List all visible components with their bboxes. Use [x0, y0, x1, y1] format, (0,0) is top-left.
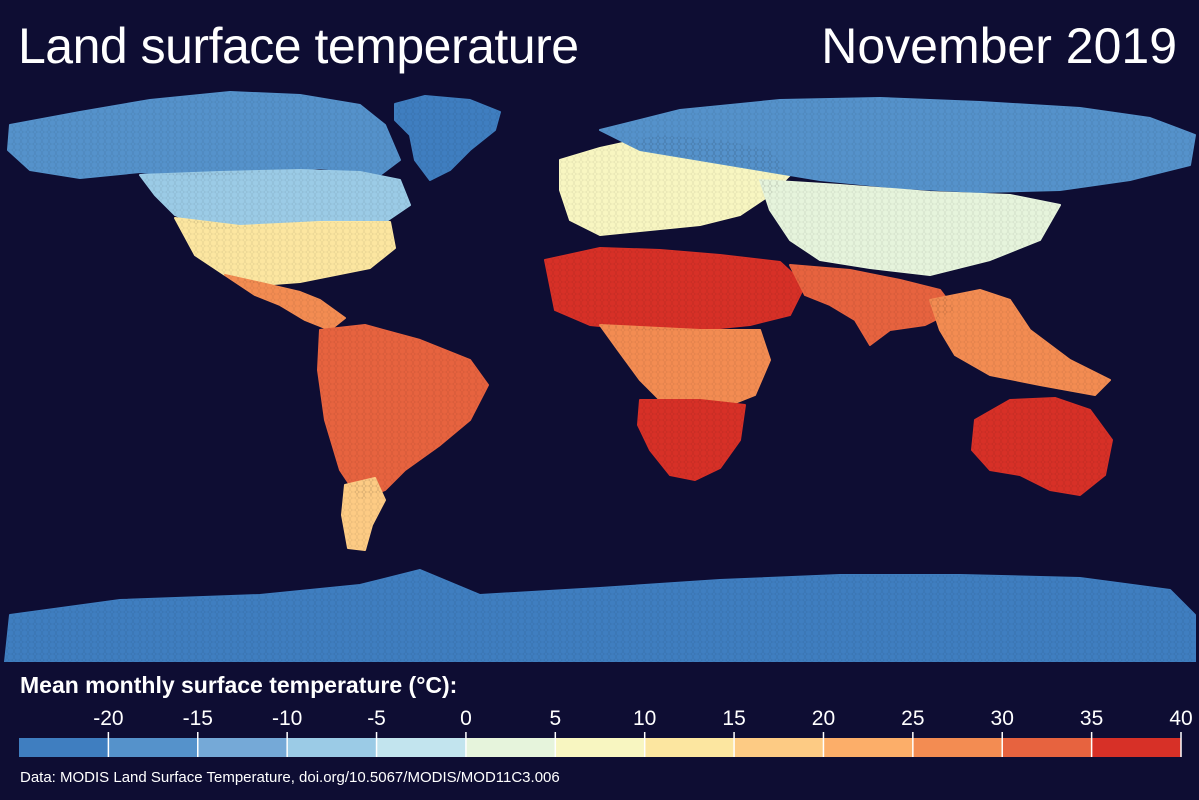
legend-color-swatch [1002, 738, 1093, 757]
legend-color-swatch [644, 738, 735, 757]
color-legend: -20 -15 -10 -5 0 5 10 15 20 25 30 35 40 [19, 707, 1193, 757]
legend-tick-label: 0 [460, 707, 472, 730]
legend-tick-label: -5 [367, 707, 386, 730]
legend-tick-label: 40 [1169, 707, 1192, 730]
region-texture [760, 180, 1060, 275]
legend-color-swatch [912, 738, 1003, 757]
region-texture [930, 290, 1110, 395]
legend-tick-labels: -20 -15 -10 -5 0 5 10 15 20 25 30 35 40 [93, 707, 1192, 730]
map-period: November 2019 [821, 18, 1177, 74]
legend-tick-label: -10 [272, 707, 302, 730]
region-texture [638, 400, 745, 480]
legend-tick-label: 5 [549, 707, 561, 730]
region-texture [140, 170, 410, 230]
legend-tick-label: -15 [183, 707, 213, 730]
legend-color-swatch [197, 738, 288, 757]
region-texture [545, 248, 805, 330]
legend-color-bar [19, 732, 1182, 757]
region-texture [318, 325, 488, 500]
land-layer [4, 91, 1196, 662]
data-source: Data: MODIS Land Surface Temperature, do… [20, 769, 560, 786]
legend-color-swatch [823, 738, 914, 757]
legend-tick-label: 10 [633, 707, 656, 730]
legend-color-swatch [555, 738, 646, 757]
legend-title: Mean monthly surface temperature (°C): [20, 672, 458, 698]
legend-tick-label: 15 [722, 707, 745, 730]
map-title: Land surface temperature [18, 18, 579, 74]
region-texture [972, 398, 1112, 495]
legend-color-swatch [108, 738, 199, 757]
legend-color-swatch [376, 738, 467, 757]
legend-color-swatch [1091, 738, 1182, 757]
region-texture [790, 265, 955, 345]
legend-tick-label: 25 [901, 707, 924, 730]
legend-tick-label: 30 [991, 707, 1014, 730]
legend-color-swatch [287, 738, 378, 757]
region-texture [395, 96, 500, 180]
legend-color-swatch [465, 738, 556, 757]
temperature-map [4, 91, 1196, 662]
region-texture [175, 218, 395, 285]
legend-color-swatch [734, 738, 824, 757]
legend-tick-label: 35 [1080, 707, 1103, 730]
legend-tick-label: 20 [812, 707, 835, 730]
legend-tick-label: -20 [93, 707, 123, 730]
region-texture [225, 275, 345, 330]
region-texture [5, 570, 1195, 662]
region-texture [8, 92, 400, 178]
legend-color-swatch [19, 738, 109, 757]
region-texture [342, 478, 385, 550]
region-texture [600, 325, 770, 405]
region-texture [600, 98, 1195, 192]
